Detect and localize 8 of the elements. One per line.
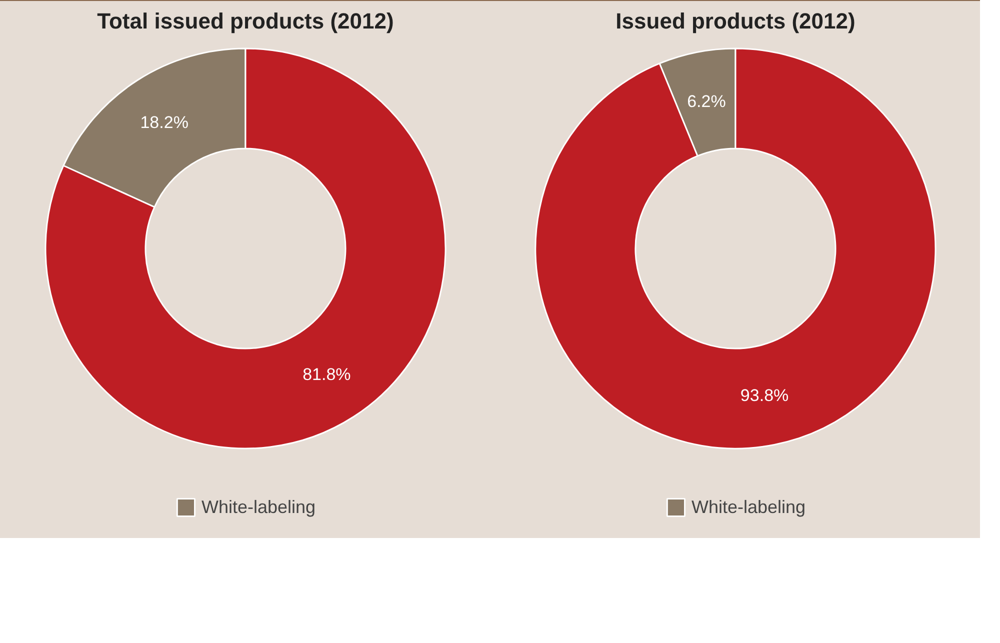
legend-label: White-labeling [201, 496, 316, 518]
data-label: 93.8% [740, 386, 789, 406]
data-label: 18.2% [140, 112, 188, 132]
data-label: 81.8% [302, 365, 351, 384]
data-label: 6.2% [687, 92, 726, 111]
chart-title: Total issued products (2012) [97, 8, 394, 34]
legend-label: White-labeling [691, 496, 806, 518]
chart-title: Issued products (2012) [616, 8, 856, 34]
